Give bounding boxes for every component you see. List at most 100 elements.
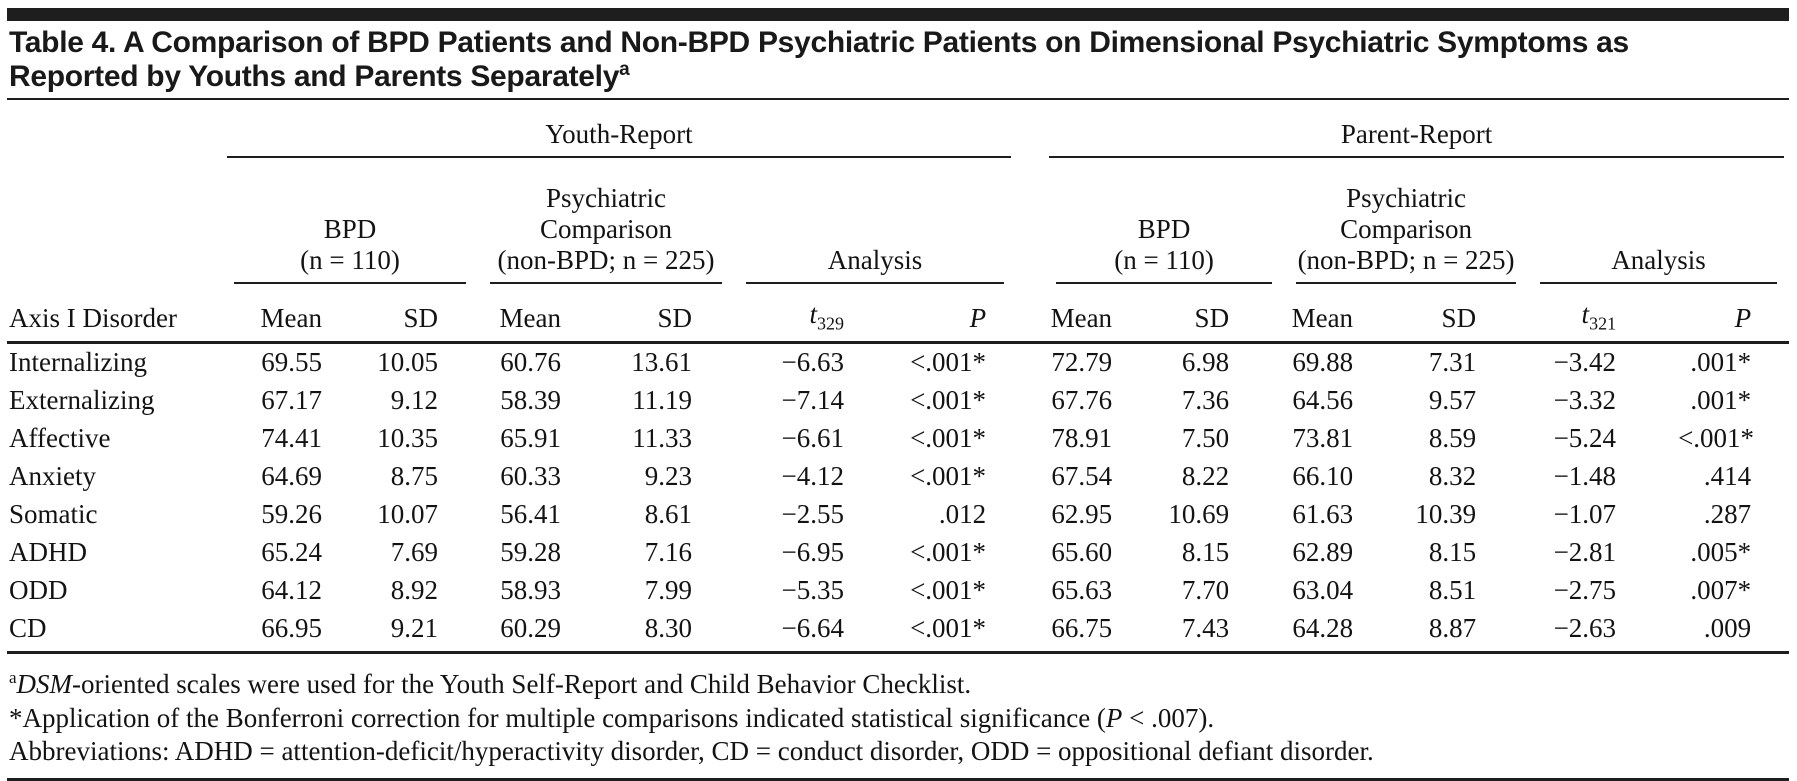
value-cell: .005* [1690, 537, 1752, 567]
column-header-mean: Mean [222, 284, 350, 344]
value-cell: −2.75 [1553, 575, 1617, 605]
value-cell: 11.19 [632, 385, 692, 415]
group-header-parent-label: Parent-Report [1049, 119, 1785, 158]
value-cell: 9.23 [644, 461, 692, 491]
footnote-bonferroni-threshold: < .007). [1122, 702, 1215, 733]
value-cell: 8.30 [606, 610, 734, 654]
value-cell: <.001* [910, 461, 987, 491]
disorder-label: ADHD [9, 537, 87, 567]
value-cell: .287 [1703, 499, 1752, 529]
value-cell: 64.69 [261, 461, 322, 491]
table-row: Anxiety 64.69 8.75 60.33 9.23 −4.12 <.001* 67… [7, 458, 1789, 496]
table-title: Table 4. A Comparison of BPD Patients an… [9, 26, 1664, 94]
subgroup-line: BPD [323, 214, 377, 244]
column-header-sd: SD [606, 284, 734, 344]
empty-cell [7, 158, 222, 284]
p-symbol: P [1105, 702, 1123, 733]
gap-cell [1016, 284, 1045, 344]
value-cell: 67.17 [261, 385, 322, 415]
table-row: Somatic 59.26 10.07 56.41 8.61 −2.55 .012 62.… [7, 496, 1789, 534]
p-symbol: P [1734, 303, 1752, 333]
value-cell: 7.99 [644, 575, 692, 605]
value-cell: 10.05 [377, 347, 438, 377]
value-cell: 67.54 [1051, 461, 1113, 491]
value-cell: −2.63 [1528, 610, 1679, 654]
column-header-mean: Mean [1044, 284, 1165, 344]
subgroup-line: Comparison [1340, 214, 1473, 244]
subgroup-line: (non-BPD; n = 225) [497, 245, 715, 275]
value-cell: 59.28 [500, 537, 561, 567]
table-row: Internalizing 69.55 10.05 60.76 13.61 −6.63 <… [7, 343, 1789, 383]
value-cell: 8.15 [1428, 537, 1477, 567]
value-cell: −6.63 [781, 347, 844, 377]
footnote-dsm-italic: DSM [16, 669, 73, 699]
subgroup-line: (n = 110) [300, 245, 400, 275]
value-cell: 58.39 [500, 385, 561, 415]
group-header-youth-report: Youth-Report [222, 100, 1016, 158]
value-cell: 7.16 [644, 537, 692, 567]
value-cell: −3.32 [1553, 385, 1617, 415]
gap-cell [1016, 158, 1044, 284]
table-row: Affective 74.41 10.35 65.91 11.33 −6.61 <.001… [7, 420, 1789, 458]
subgroup-parent-bpd: BPD (n = 110) [1044, 158, 1284, 284]
value-cell: 56.41 [500, 499, 561, 529]
value-cell: 7.43 [1164, 610, 1285, 654]
value-cell: .007* [1690, 575, 1752, 605]
value-cell: 60.29 [478, 610, 606, 654]
gap-cell [1016, 572, 1044, 610]
gap-cell [1016, 420, 1044, 458]
title-divider [7, 98, 1789, 100]
report-group-header-row: Youth-Report Parent-Report [7, 100, 1789, 158]
value-cell: 10.07 [377, 499, 438, 529]
value-cell: 8.32 [1428, 461, 1477, 491]
value-cell: 67.76 [1051, 385, 1113, 415]
value-cell: 59.26 [261, 499, 322, 529]
value-cell: <.001* [884, 610, 1017, 654]
value-cell: 7.50 [1181, 423, 1230, 453]
value-cell: −5.24 [1553, 423, 1617, 453]
subgroup-youth-bpd: BPD (n = 110) [222, 158, 478, 284]
column-header-sd: SD [1408, 284, 1529, 344]
subgroup-youth-bpd-label: BPD (n = 110) [234, 214, 466, 284]
table-row: Externalizing 67.17 9.12 58.39 11.19 −7.14 <.… [7, 382, 1789, 420]
value-cell: 8.75 [390, 461, 438, 491]
value-cell: 9.57 [1428, 385, 1477, 415]
value-cell: 6.98 [1181, 347, 1230, 377]
value-cell: 10.39 [1415, 499, 1477, 529]
disorder-label: Externalizing [9, 385, 155, 415]
value-cell: 9.21 [350, 610, 478, 654]
t-degrees-of-freedom: 329 [817, 313, 844, 333]
table-row: ADHD 65.24 7.69 59.28 7.16 −6.95 <.001* 65.60… [7, 534, 1789, 572]
disorder-label: ODD [9, 575, 68, 605]
value-cell: −5.35 [781, 575, 844, 605]
value-cell: 69.55 [261, 347, 322, 377]
column-header-row: Axis I Disorder Mean SD Mean SD t329 P M… [7, 284, 1790, 344]
footnote-dsm-scales: aDSM-oriented scales were used for the Y… [9, 661, 1789, 702]
value-cell: 8.15 [1181, 537, 1230, 567]
gap-cell [1016, 100, 1044, 158]
value-cell: 8.92 [390, 575, 438, 605]
column-header-p-value: P [884, 284, 1017, 344]
table-row: CD 66.95 9.21 60.29 8.30 −6.64 <.001* 66.75 7.… [7, 610, 1790, 654]
value-cell: 9.12 [390, 385, 438, 415]
subgroup-parent-comparison: Psychiatric Comparison (non-BPD; n = 225… [1284, 158, 1528, 284]
value-cell: 11.33 [632, 423, 692, 453]
value-cell: 65.24 [261, 537, 322, 567]
subgroup-youth-analysis: Analysis [734, 158, 1016, 284]
value-cell: 64.56 [1292, 385, 1354, 415]
value-cell: 74.41 [261, 423, 322, 453]
value-cell: <.001* [910, 537, 987, 567]
bottom-divider [7, 777, 1789, 781]
value-cell: 64.12 [261, 575, 322, 605]
value-cell: 65.91 [500, 423, 561, 453]
value-cell: 7.70 [1181, 575, 1230, 605]
subgroup-line: BPD [1137, 214, 1191, 244]
footnote-abbreviations: Abbreviations: ADHD = attention-deficit/… [9, 736, 1374, 766]
value-cell: <.001* [910, 423, 987, 453]
column-header-p-value: P [1678, 284, 1790, 344]
value-cell: 10.69 [1168, 499, 1230, 529]
disorder-label: Internalizing [9, 347, 147, 377]
value-cell: .001* [1690, 347, 1752, 377]
column-header-mean: Mean [1284, 284, 1409, 344]
